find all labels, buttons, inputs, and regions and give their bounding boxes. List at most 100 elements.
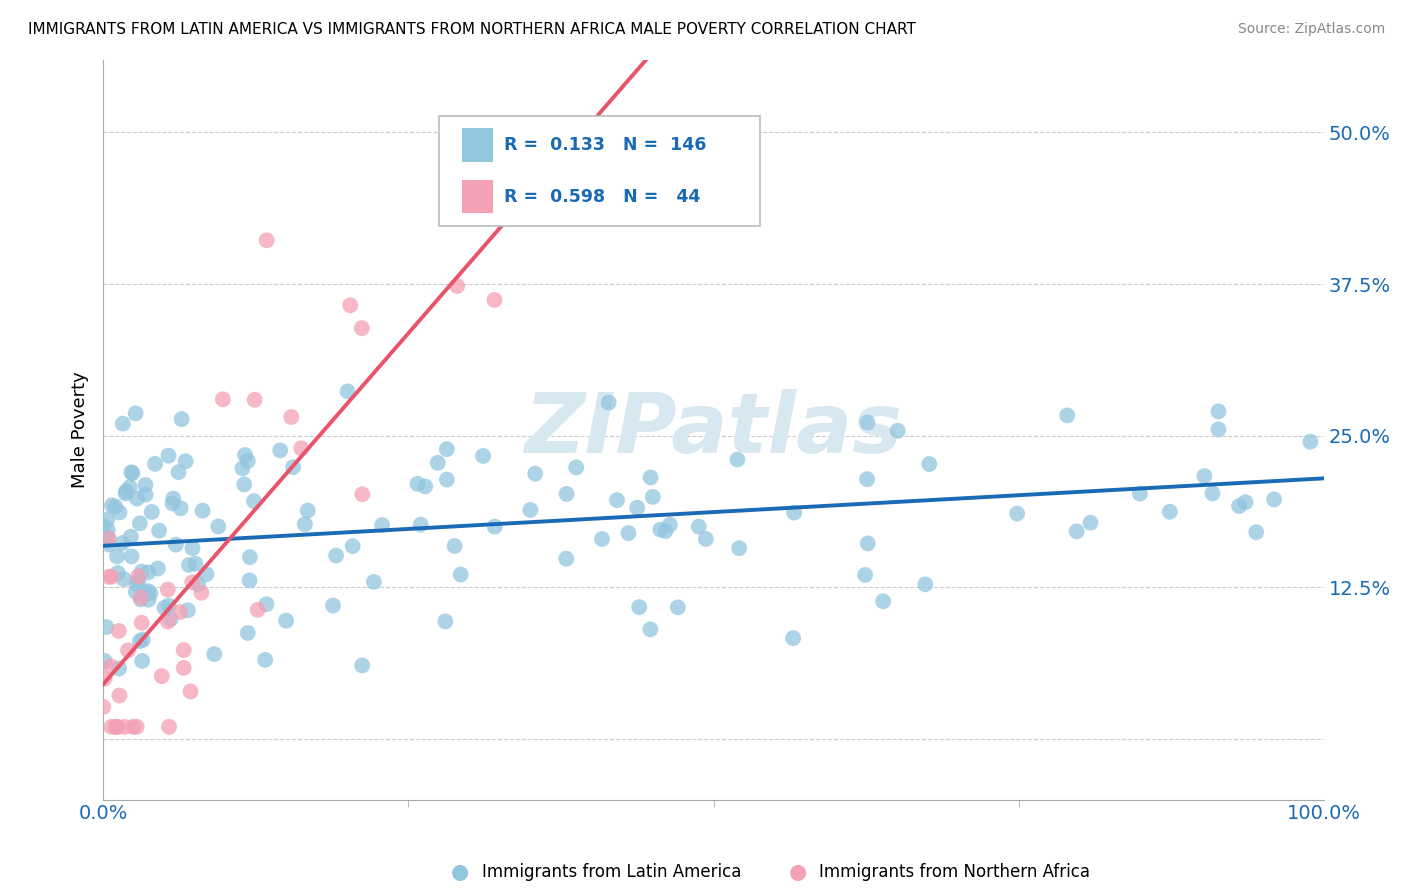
Point <box>148 524 170 538</box>
Point <box>170 501 193 516</box>
Point <box>728 541 751 556</box>
Point <box>695 532 717 546</box>
Point <box>554 125 576 139</box>
Point <box>688 519 710 533</box>
Point <box>173 661 195 675</box>
Point <box>105 720 128 734</box>
Point <box>97 532 120 546</box>
Point <box>606 493 628 508</box>
Point <box>856 416 879 430</box>
Point <box>120 465 142 479</box>
Point <box>1080 516 1102 530</box>
Point <box>129 592 152 607</box>
Point <box>236 626 259 640</box>
Point <box>243 494 266 508</box>
Point <box>107 720 129 734</box>
Point <box>1129 486 1152 500</box>
Point <box>233 477 256 491</box>
Point <box>591 532 613 546</box>
Point <box>254 653 277 667</box>
Point <box>484 293 506 307</box>
Point <box>114 486 136 500</box>
Point <box>191 504 214 518</box>
Text: Source: ZipAtlas.com: Source: ZipAtlas.com <box>1237 22 1385 37</box>
Point <box>108 661 131 675</box>
Point <box>484 519 506 533</box>
Point <box>1263 492 1285 507</box>
Text: R =  0.598   N =   44: R = 0.598 N = 44 <box>503 187 700 205</box>
Point <box>555 551 578 566</box>
Point <box>157 599 180 613</box>
Point <box>127 569 149 583</box>
Point <box>654 524 676 538</box>
Point <box>173 643 195 657</box>
Point <box>184 557 207 571</box>
Point <box>336 384 359 399</box>
Point <box>138 592 160 607</box>
Point <box>640 470 662 484</box>
Point <box>131 565 153 579</box>
Point <box>100 720 122 734</box>
Point <box>174 454 197 468</box>
Point <box>127 574 149 588</box>
Point <box>132 632 155 647</box>
Point <box>122 720 145 734</box>
Point <box>872 594 894 608</box>
Point <box>169 605 191 619</box>
Point <box>294 517 316 532</box>
Point <box>141 505 163 519</box>
Point <box>181 541 204 556</box>
Point <box>177 603 200 617</box>
Point <box>97 523 120 537</box>
Point <box>125 720 148 734</box>
Point <box>281 460 304 475</box>
Point <box>118 480 141 494</box>
Point <box>131 654 153 668</box>
Point <box>342 539 364 553</box>
Point <box>212 392 235 407</box>
Point <box>239 550 262 565</box>
Point <box>167 465 190 479</box>
Point <box>243 392 266 407</box>
Point <box>108 505 131 519</box>
Point <box>146 561 169 575</box>
Point <box>246 603 269 617</box>
Point <box>100 570 122 584</box>
Point <box>139 586 162 600</box>
Point <box>98 538 121 552</box>
Point <box>129 634 152 648</box>
Point <box>112 572 135 586</box>
Point <box>97 570 120 584</box>
Point <box>91 699 114 714</box>
Point <box>352 658 374 673</box>
Point <box>658 517 681 532</box>
Point <box>233 448 256 462</box>
Point <box>297 503 319 517</box>
Point <box>352 487 374 501</box>
Point <box>121 467 143 481</box>
Point <box>162 491 184 506</box>
Text: R =  0.133   N =  146: R = 0.133 N = 146 <box>503 136 706 154</box>
Point <box>914 577 936 591</box>
Point <box>782 631 804 645</box>
Text: Immigrants from Northern Africa: Immigrants from Northern Africa <box>820 863 1090 881</box>
Point <box>628 600 651 615</box>
Point <box>650 523 672 537</box>
Point <box>441 206 464 220</box>
Point <box>1005 507 1028 521</box>
Point <box>120 530 142 544</box>
Point <box>1194 469 1216 483</box>
Point <box>524 467 547 481</box>
Point <box>190 586 212 600</box>
Point <box>565 460 588 475</box>
Point <box>280 409 302 424</box>
Point <box>276 614 298 628</box>
Point <box>138 566 160 580</box>
Point <box>231 461 253 475</box>
Point <box>256 233 278 247</box>
Point <box>641 490 664 504</box>
Point <box>406 476 429 491</box>
Point <box>641 161 664 176</box>
Point <box>117 643 139 657</box>
Point <box>157 720 180 734</box>
